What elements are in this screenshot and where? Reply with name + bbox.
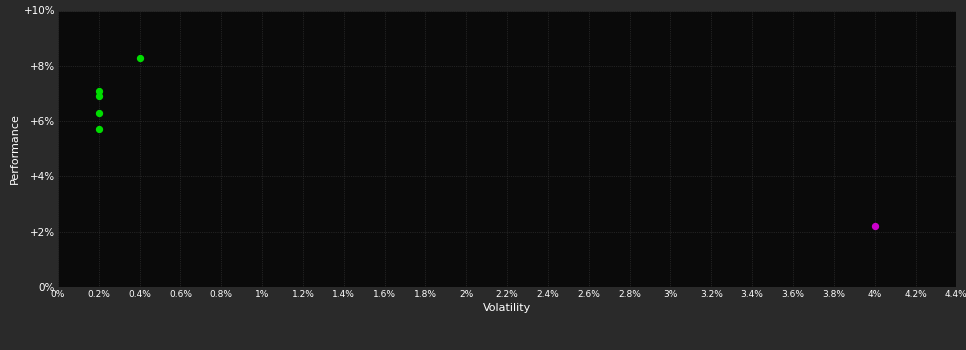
Point — [91, 127, 106, 132]
Point — [91, 93, 106, 99]
Point — [867, 223, 882, 229]
X-axis label: Volatility: Volatility — [483, 303, 531, 313]
Point — [91, 88, 106, 93]
Point — [132, 55, 148, 60]
Y-axis label: Performance: Performance — [10, 113, 19, 184]
Point — [91, 110, 106, 116]
